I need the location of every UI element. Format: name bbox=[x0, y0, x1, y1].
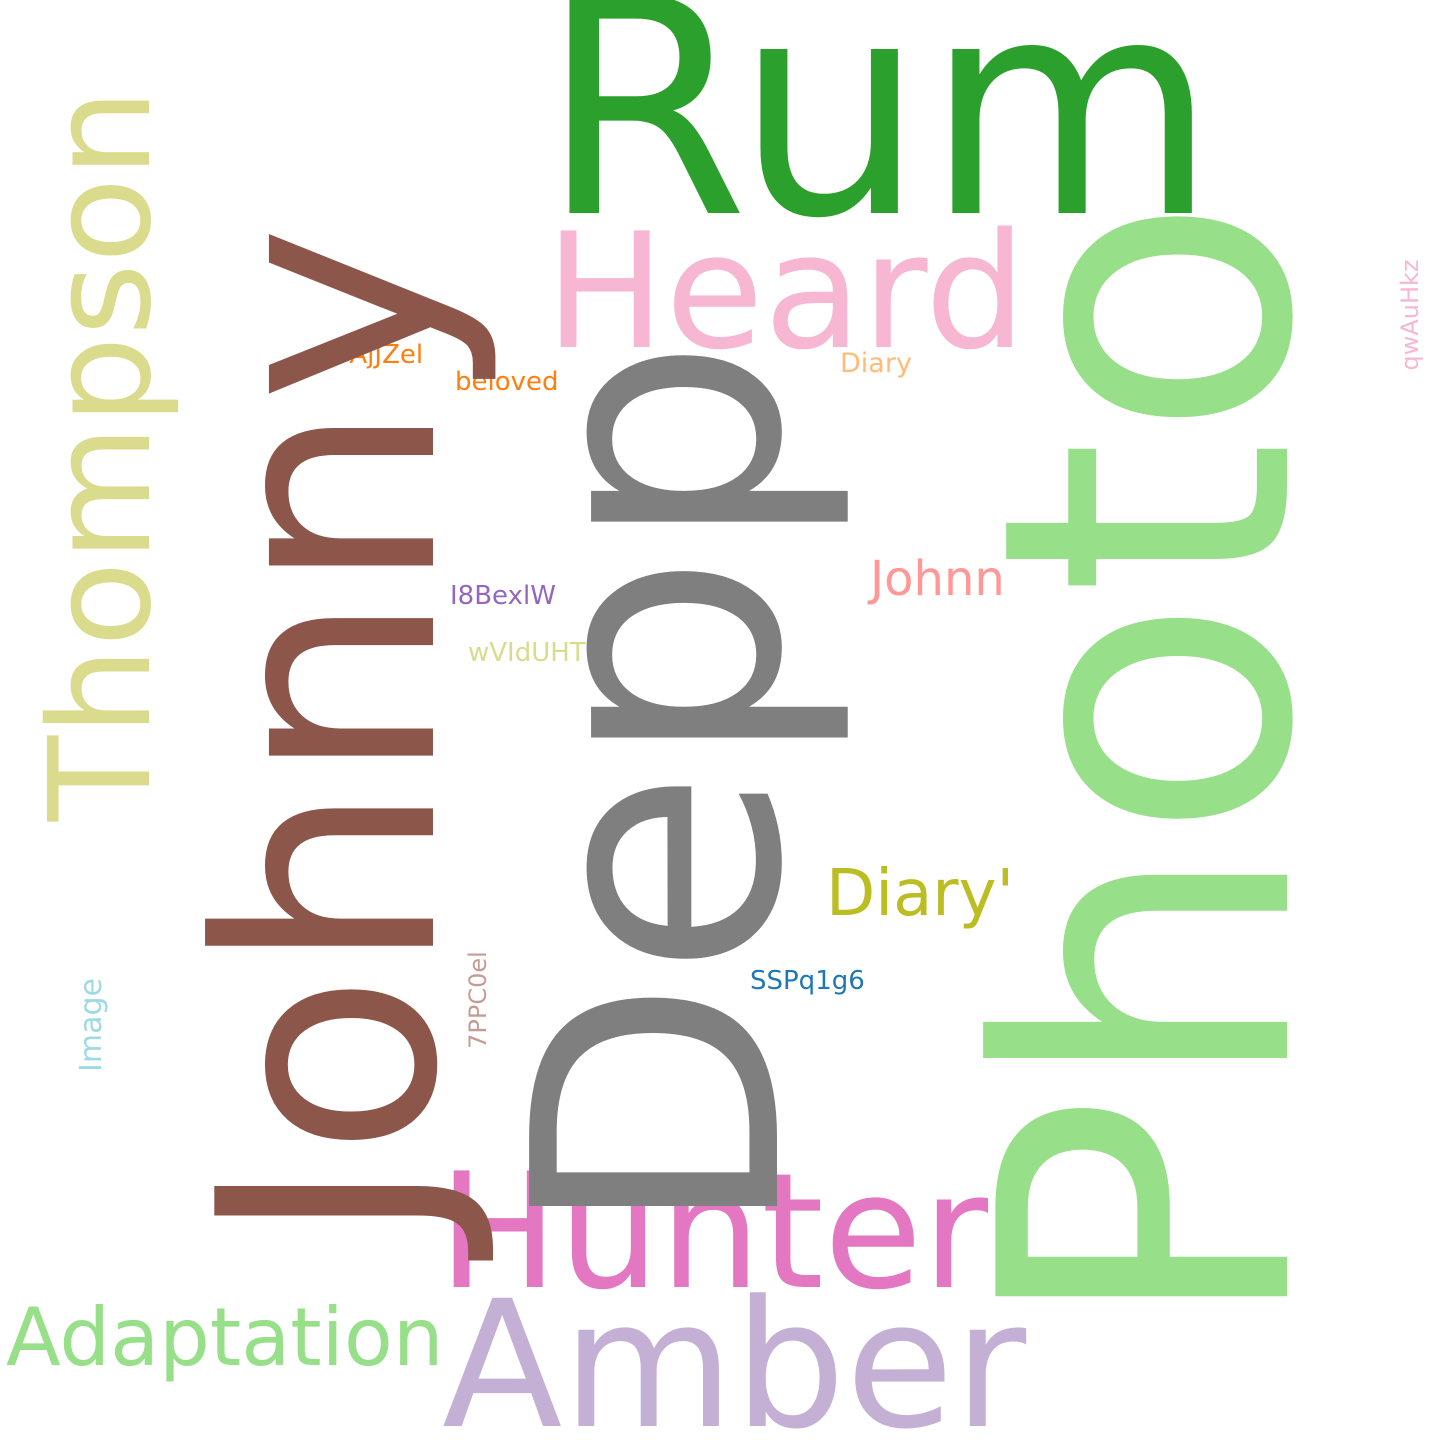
word-thompson: Thompson bbox=[20, 88, 183, 822]
word-heard: Heard bbox=[545, 198, 1027, 385]
word-photo: Photo bbox=[917, 194, 1382, 1336]
word-johnny: Johnny bbox=[155, 225, 504, 1245]
word-rum: Rum bbox=[540, 0, 1218, 284]
word-hunter: Hunter bbox=[438, 1138, 989, 1325]
word-adaptation: Adaptation bbox=[6, 1291, 444, 1384]
word-amber: Amber bbox=[442, 1263, 1027, 1440]
word-sspq1g6: SSPq1g6 bbox=[750, 966, 865, 996]
word-vajjzel: vAjJZel bbox=[334, 340, 424, 370]
word-diary-quote: Diary' bbox=[826, 857, 1015, 931]
word-diary: Diary bbox=[840, 348, 912, 379]
word-image: Image bbox=[74, 978, 109, 1072]
word-qwauhkz: qwAuHkz bbox=[1396, 259, 1424, 371]
word-7ppc0el: 7PPC0el bbox=[464, 951, 492, 1049]
word-i8bexlw: I8BexlW bbox=[450, 581, 556, 611]
word-depp: Depp bbox=[462, 336, 858, 1240]
word-wvidunt: wVIdUHT bbox=[468, 638, 586, 668]
word-beloved: beloved bbox=[455, 367, 559, 397]
word-johnn: Johnn bbox=[870, 551, 1005, 607]
